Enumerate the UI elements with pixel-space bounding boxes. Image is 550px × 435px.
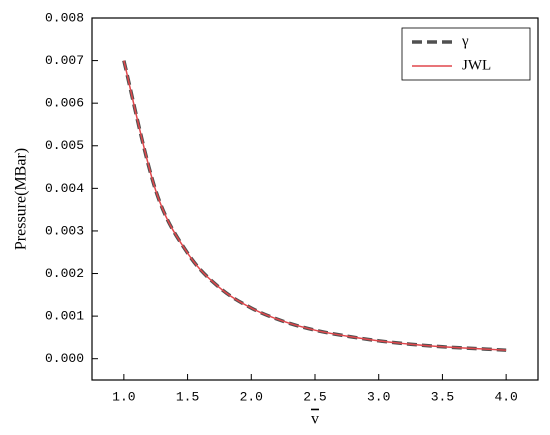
series-line	[122, 60, 507, 352]
y-tick-label: 0.002	[45, 266, 84, 281]
y-tick-label: 0.003	[45, 223, 84, 238]
legend-box	[401, 27, 531, 81]
y-tick-label: 0.004	[45, 181, 84, 196]
x-axis-label: v	[311, 411, 319, 428]
x-tick-label: 3.5	[431, 389, 454, 404]
x-tick-label: 3.0	[367, 389, 390, 404]
y-tick-label: 0.007	[45, 53, 84, 68]
y-tick-label: 0.006	[45, 96, 84, 111]
legend-label: γ	[461, 33, 469, 49]
series-line	[123, 60, 507, 351]
y-tick-label: 0.008	[45, 10, 84, 25]
x-tick-label: 1.0	[112, 389, 135, 404]
y-axis-label: Pressure(MBar)	[13, 148, 30, 250]
x-tick-label: 4.0	[494, 389, 517, 404]
y-tick-label: 0.001	[45, 309, 84, 324]
y-tick-label: 0.005	[45, 138, 84, 153]
y-tick-label: 0.000	[45, 351, 84, 366]
legend-label: JWL	[462, 57, 491, 73]
x-tick-label: 1.5	[176, 389, 199, 404]
x-tick-label: 2.5	[303, 389, 326, 404]
x-tick-label: 2.0	[240, 389, 263, 404]
